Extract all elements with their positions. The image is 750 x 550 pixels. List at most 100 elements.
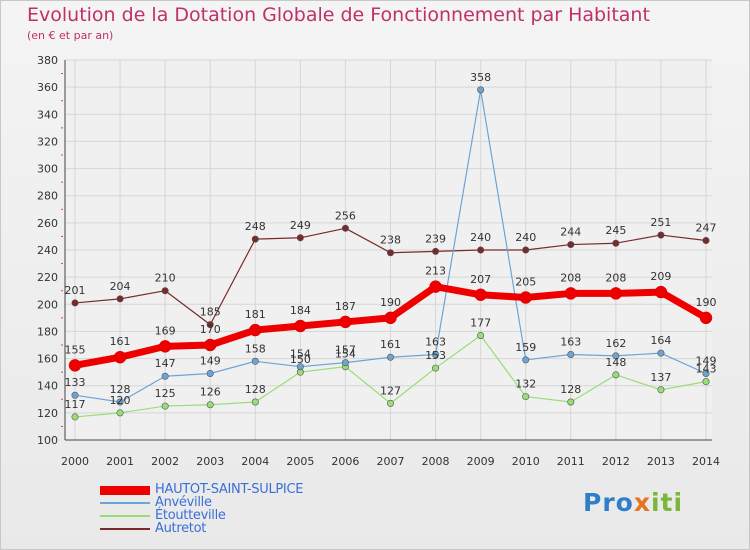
data-point (71, 299, 79, 307)
data-label: 190 (696, 296, 717, 309)
data-point (203, 338, 217, 352)
x-tick-label: 2008 (422, 455, 450, 468)
data-label: 208 (560, 271, 581, 284)
data-point (386, 249, 394, 257)
data-point (612, 239, 620, 247)
x-tick-label: 2002 (151, 455, 179, 468)
y-tick-label: 180 (37, 325, 58, 338)
data-label: 161 (110, 335, 131, 348)
x-tick-label: 2007 (377, 455, 405, 468)
data-label: 161 (380, 338, 401, 351)
data-point (567, 398, 575, 406)
line-chart: 100 120 140 160 180 200 220 240 260 280 300 320 340 3… (37, 54, 720, 468)
data-label: 158 (245, 342, 266, 355)
data-point (71, 391, 79, 399)
data-point (612, 352, 620, 360)
x-tick-label: 2005 (286, 455, 314, 468)
data-label: 154 (290, 348, 311, 361)
data-point (429, 280, 442, 293)
data-label: 244 (560, 226, 581, 239)
data-label: 150 (290, 353, 311, 366)
x-tick-label: 2011 (557, 455, 585, 468)
data-label: 159 (515, 341, 536, 354)
data-label: 120 (110, 394, 131, 407)
x-tick-label: 2004 (241, 455, 269, 468)
y-tick-label: 200 (37, 298, 58, 311)
data-point (296, 363, 304, 371)
data-point (432, 247, 440, 255)
data-label: 249 (290, 219, 311, 232)
data-label: 205 (515, 276, 536, 289)
data-label: 148 (605, 356, 626, 369)
data-label: 149 (696, 355, 717, 368)
data-label: 163 (425, 336, 446, 349)
data-point (522, 356, 530, 364)
y-tick-label: 140 (37, 380, 58, 393)
data-point (657, 231, 665, 239)
chart-subtitle: (en € et par an) (27, 29, 114, 42)
data-point (702, 237, 710, 245)
legend-label: Anvéville (155, 495, 212, 510)
data-point (477, 331, 485, 339)
data-label: 177 (470, 317, 491, 330)
data-label: 137 (650, 371, 671, 384)
data-point (477, 86, 485, 94)
logo-part-2: x (633, 488, 651, 517)
y-tick-label: 160 (37, 353, 58, 366)
data-point (251, 357, 259, 365)
data-label: 213 (425, 265, 446, 278)
data-label: 133 (65, 376, 86, 389)
data-point (341, 359, 349, 367)
data-label: 153 (425, 349, 446, 362)
data-point (68, 359, 82, 372)
legend-label: Étoutteville (155, 508, 226, 523)
data-point (477, 246, 485, 254)
data-point (251, 398, 259, 406)
data-point (296, 234, 304, 242)
legend-swatch (100, 528, 150, 530)
x-tick-label: 2010 (512, 455, 540, 468)
x-tick-label: 2013 (647, 455, 675, 468)
data-label: 190 (380, 296, 401, 309)
y-tick-label: 120 (37, 407, 58, 420)
y-tick-label: 380 (37, 54, 58, 67)
data-point (71, 413, 79, 421)
data-label: 239 (425, 232, 446, 245)
data-label: 143 (696, 363, 717, 376)
data-label: 208 (605, 271, 626, 284)
data-point (564, 287, 578, 300)
data-point (474, 288, 487, 302)
data-point (432, 350, 440, 358)
data-label: 163 (560, 336, 581, 349)
data-label: 147 (155, 357, 176, 370)
data-point (251, 235, 259, 243)
y-tick-label: 320 (37, 135, 58, 148)
x-tick-label: 2006 (331, 455, 359, 468)
data-label: 157 (335, 344, 356, 357)
y-tick-label: 280 (37, 190, 58, 203)
data-point (699, 311, 713, 325)
x-tick-label: 2009 (467, 455, 495, 468)
data-point (522, 393, 530, 401)
data-point (161, 402, 169, 410)
data-point (657, 349, 665, 357)
data-label: 154 (335, 348, 356, 361)
x-tick-label: 2001 (106, 455, 134, 468)
data-point (567, 350, 575, 358)
legend-swatch (100, 502, 150, 504)
y-tick-label: 300 (37, 163, 58, 176)
data-point (384, 311, 397, 325)
data-label: 240 (515, 231, 536, 244)
data-point (116, 398, 124, 406)
data-label: 184 (290, 304, 311, 317)
data-point (567, 241, 575, 249)
y-tick-label: 340 (37, 108, 58, 121)
data-label: 358 (470, 71, 491, 84)
data-point (657, 386, 665, 394)
data-point (386, 399, 394, 407)
data-point (206, 321, 214, 329)
y-tick-label: 220 (37, 271, 58, 284)
data-point (339, 315, 352, 329)
data-label: 185 (200, 306, 221, 319)
data-point (116, 295, 124, 303)
